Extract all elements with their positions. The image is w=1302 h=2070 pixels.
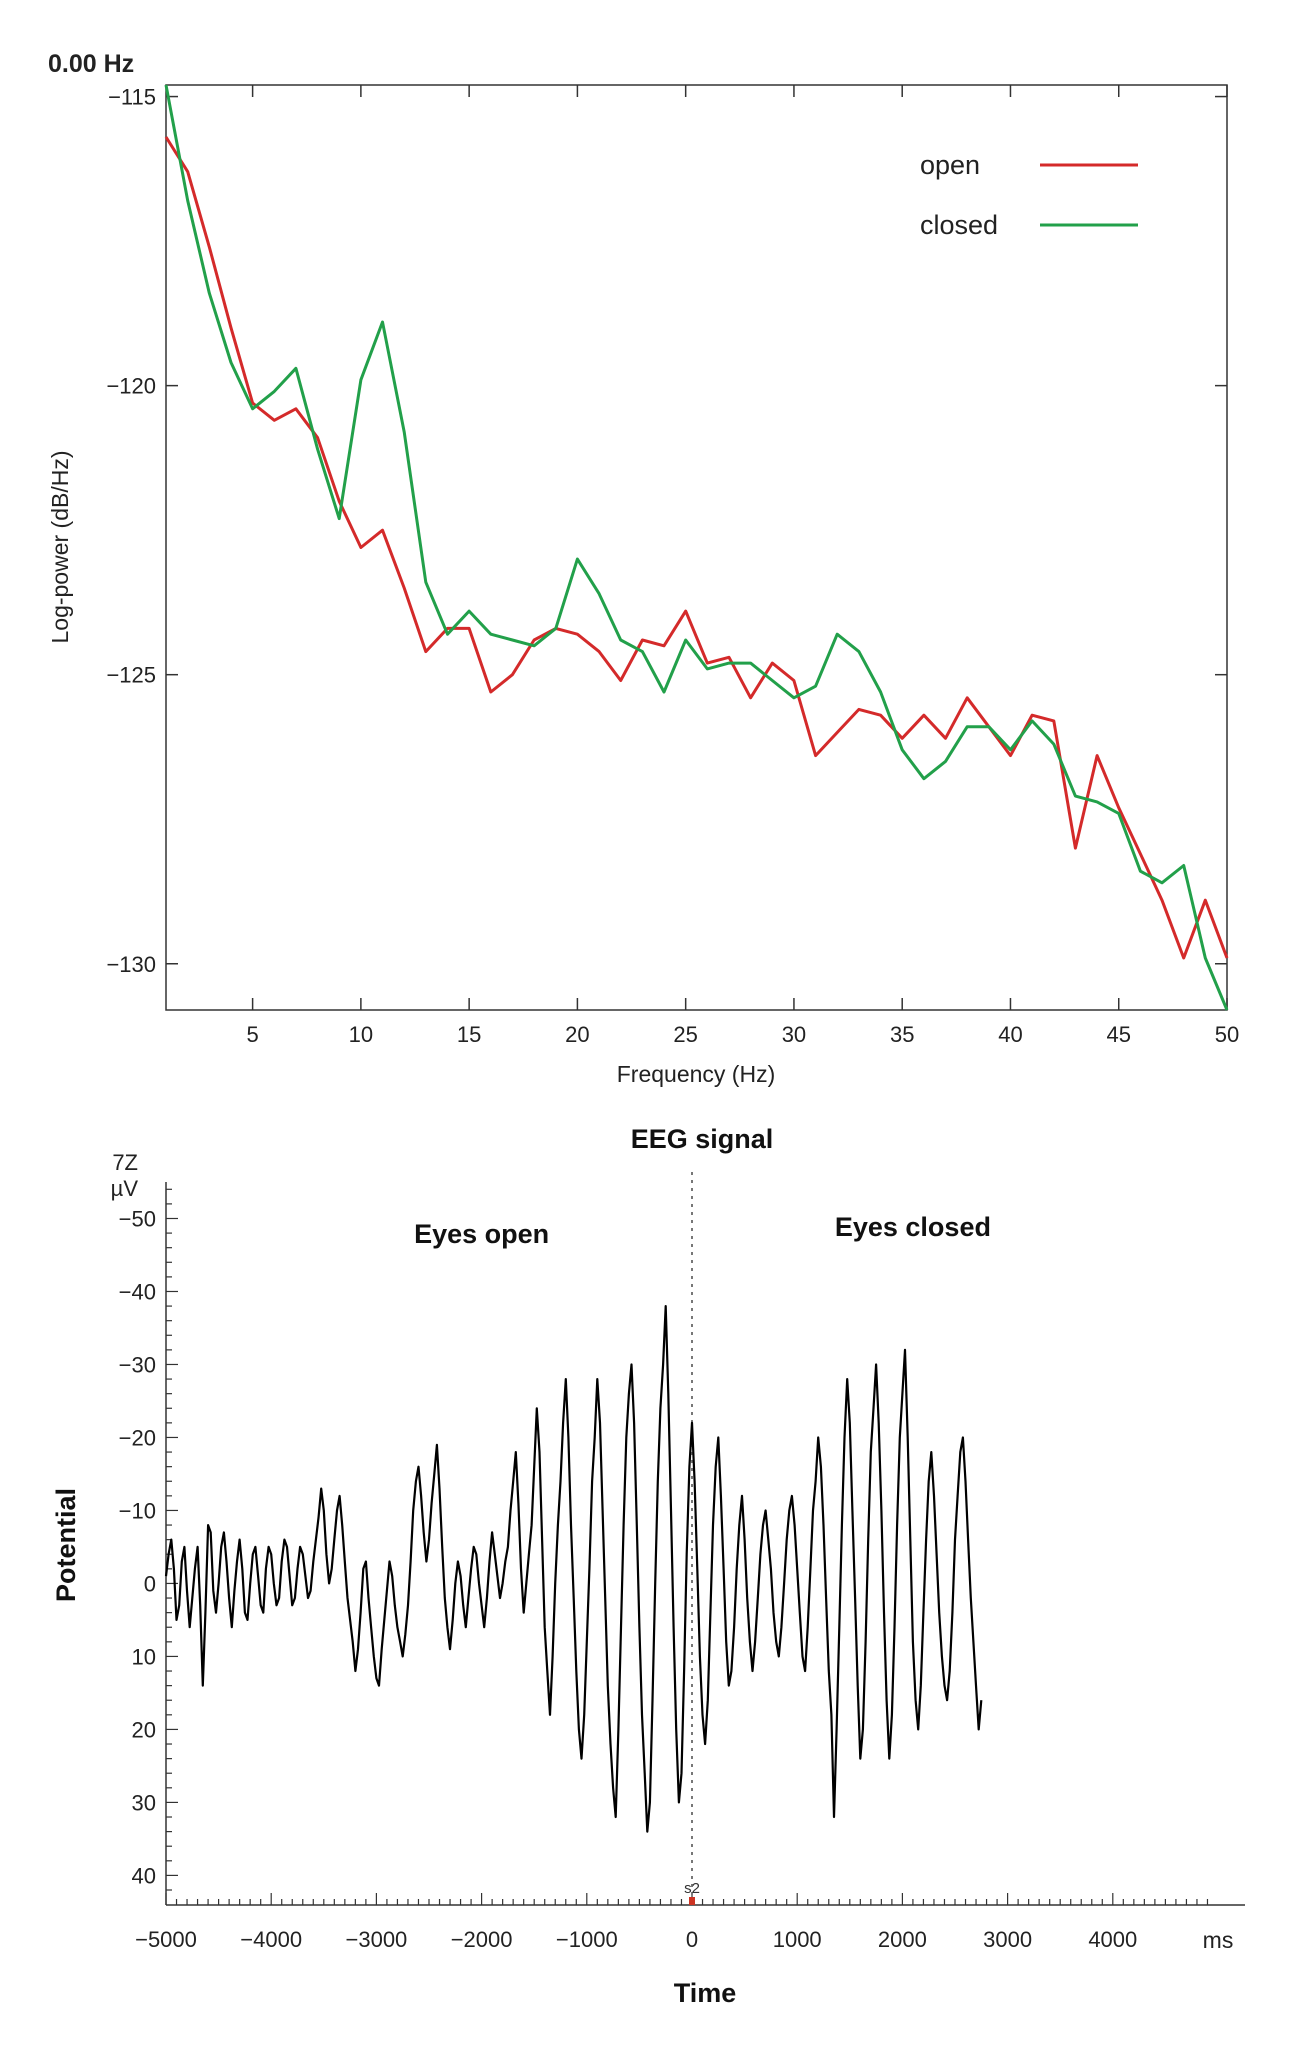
- eeg-event-marker-tick: [689, 1897, 695, 1905]
- eeg-x-tick-label: 1000: [773, 1927, 822, 1952]
- spectrum-line-closed: [164, 84, 1229, 1011]
- eeg-x-axis-label: Time: [674, 1978, 737, 2008]
- eeg-channel-label: 7Z: [112, 1150, 138, 1175]
- spectrum-corner-label: 0.00 Hz: [48, 50, 134, 78]
- spectrum-x-axis-label: Frequency (Hz): [617, 1061, 775, 1087]
- eeg-y-tick-label: 30: [132, 1790, 156, 1815]
- spectrum-plot-frame: [165, 84, 1228, 1011]
- spectrum-x-tick-label: 35: [890, 1022, 914, 1047]
- eeg-signal-trace: [164, 1304, 983, 1833]
- eeg-y-tick-label: 40: [132, 1863, 156, 1888]
- spectrum-line-open: [164, 136, 1229, 960]
- spectrum-x-tick-label: 20: [565, 1022, 589, 1047]
- spectrum-x-tick-label: 40: [998, 1022, 1022, 1047]
- eeg-y-tick-label: −20: [119, 1425, 156, 1450]
- eeg-x-tick-label: 3000: [983, 1927, 1032, 1952]
- eeg-y-tick-label: 10: [132, 1644, 156, 1669]
- spectrum-y-tick-label: −120: [106, 374, 156, 399]
- eeg-chart: EEG signal 7Z µV −50 −40 −30 −20 −10 0 10 20 30 4…: [51, 1124, 1245, 2008]
- spectrum-y-tick-label: −115: [108, 85, 156, 110]
- spectrum-x-tick-label: 15: [457, 1022, 481, 1047]
- spectrum-x-tick-label: 45: [1106, 1022, 1130, 1047]
- spectrum-x-tick-label: 30: [782, 1022, 806, 1047]
- eeg-x-tick-label: −2000: [451, 1927, 513, 1952]
- eeg-annotation-eyes-open: Eyes open: [414, 1219, 549, 1249]
- spectrum-x-tick-label: 25: [673, 1022, 697, 1047]
- spectrum-x-tick-label: 50: [1215, 1022, 1239, 1047]
- spectrum-x-ticks: 5 10 15 20 25 30 35 40 45 50: [246, 85, 1239, 1047]
- eeg-x-tick-label: 4000: [1088, 1927, 1137, 1952]
- eeg-y-tick-label: 0: [144, 1571, 156, 1596]
- legend-closed-label: closed: [920, 210, 998, 240]
- spectrum-chart: 0.00 Hz −115 −120 −125 −130 5 10 15 20 25 30 35 40…: [47, 50, 1239, 1087]
- eeg-x-ticks: −5000 −4000 −3000 −2000 −1000 0 1000 2000 3000 40…: [135, 1893, 1209, 1952]
- eeg-x-tick-label: −1000: [556, 1927, 618, 1952]
- eeg-x-tick-label: −4000: [240, 1927, 302, 1952]
- eeg-annotation-eyes-closed: Eyes closed: [835, 1212, 991, 1242]
- spectrum-legend: open closed: [920, 150, 1138, 240]
- eeg-x-tick-label: 2000: [878, 1927, 927, 1952]
- spectrum-y-ticks: −115 −120 −125 −130: [106, 85, 1227, 977]
- eeg-x-unit-label: ms: [1203, 1927, 1234, 1953]
- eeg-y-ticks: −50 −40 −30 −20 −10 0 10 20 30 40: [119, 1188, 178, 1891]
- eeg-x-tick-label: −3000: [346, 1927, 408, 1952]
- eeg-y-tick-label: −30: [119, 1352, 156, 1377]
- eeg-chart-title: EEG signal: [631, 1124, 774, 1154]
- spectrum-x-tick-label: 10: [349, 1022, 373, 1047]
- eeg-unit-label: µV: [111, 1176, 139, 1201]
- eeg-y-tick-label: −50: [119, 1206, 156, 1231]
- eeg-y-tick-label: −40: [119, 1279, 156, 1304]
- spectrum-y-axis-label: Log-power (dB/Hz): [47, 450, 73, 643]
- eeg-y-tick-label: 20: [132, 1717, 156, 1742]
- eeg-y-tick-label: −10: [119, 1498, 156, 1523]
- eeg-event-marker-label: s2: [684, 1880, 700, 1897]
- spectrum-y-tick-label: −130: [106, 952, 156, 977]
- spectrum-y-tick-label: −125: [106, 663, 156, 688]
- legend-open-label: open: [920, 150, 980, 180]
- eeg-x-tick-label: −5000: [135, 1927, 197, 1952]
- eeg-y-axis-label: Potential: [51, 1488, 81, 1602]
- spectrum-x-tick-label: 5: [246, 1022, 258, 1047]
- eeg-x-tick-label: 0: [686, 1927, 698, 1952]
- spectrum-series-lines: [164, 84, 1229, 1011]
